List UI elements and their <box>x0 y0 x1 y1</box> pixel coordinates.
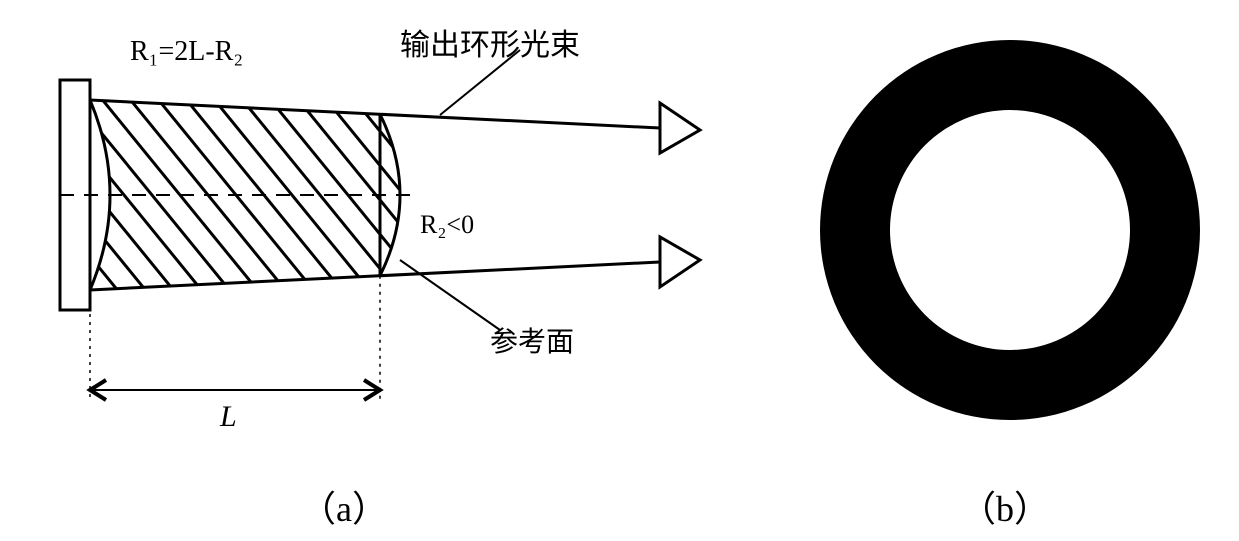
label-sub-b: （b） <box>960 480 1050 532</box>
label-r1-formula: R₁=2L-R₂ <box>130 36 243 68</box>
label-output-beam: 输出环形光束 <box>400 20 580 64</box>
label-r2-cond: R₂<0 <box>420 210 474 240</box>
figure-stage: 输出环形光束 R₁=2L-R₂ R₂<0 参考面 L （a） （b） <box>0 0 1239 541</box>
label-ref-plane: 参考面 <box>490 320 574 360</box>
label-L: L <box>220 400 237 434</box>
panel-a <box>0 50 794 400</box>
label-sub-a: （a） <box>300 480 388 532</box>
panel-b <box>820 40 1200 420</box>
diagram-svg <box>0 0 1239 541</box>
